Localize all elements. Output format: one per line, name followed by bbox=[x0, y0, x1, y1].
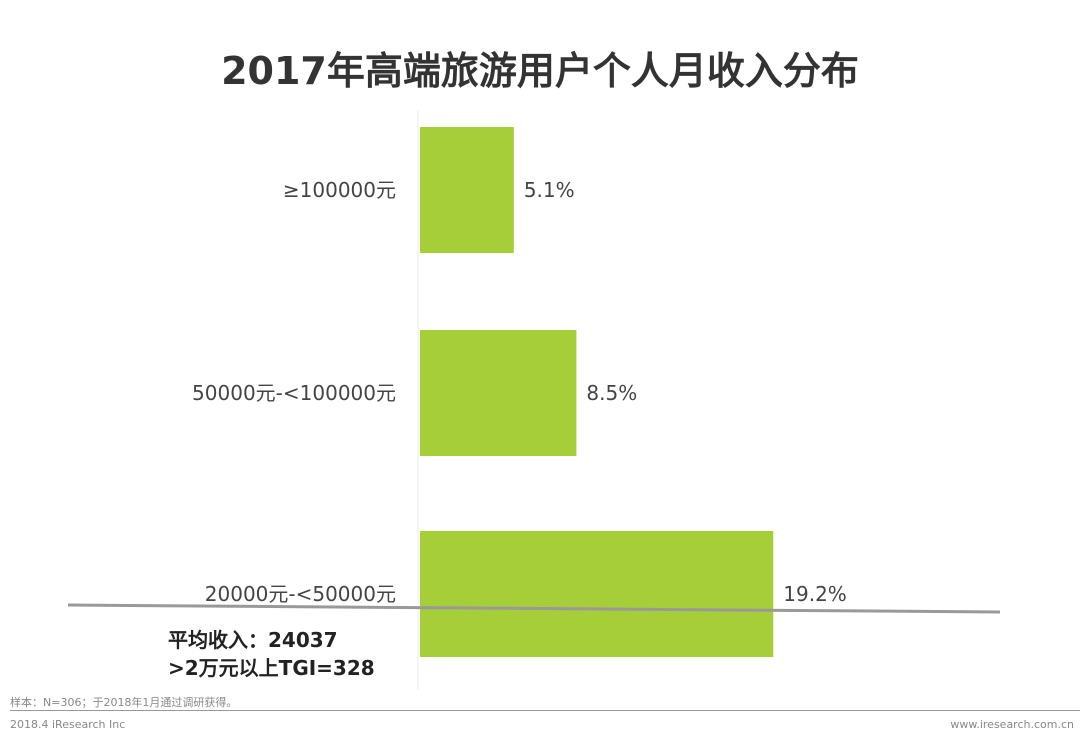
divider-line bbox=[67, 603, 1001, 614]
value-label: 5.1% bbox=[524, 178, 575, 202]
category-label: 50000元-<100000元 bbox=[192, 381, 396, 405]
sample-note: 样本：N=306；于2018年1月通过调研获得。 bbox=[10, 696, 238, 709]
chart-title: 2017年高端旅游用户个人月收入分布 bbox=[221, 49, 859, 93]
category-label: ≥100000元 bbox=[283, 178, 396, 202]
value-label: 19.2% bbox=[783, 582, 847, 606]
footer-rule bbox=[10, 710, 1080, 711]
bar-0 bbox=[420, 127, 514, 253]
bar-2 bbox=[420, 531, 774, 657]
website: www.iresearch.com.cn bbox=[950, 718, 1074, 731]
category-label: 20000元-<50000元 bbox=[205, 582, 396, 606]
bar-1 bbox=[420, 330, 577, 456]
copyright: 2018.4 iResearch Inc bbox=[10, 718, 126, 731]
avg-income-note: 平均收入：24037 bbox=[168, 628, 338, 652]
tgi-note: >2万元以上TGI=328 bbox=[168, 656, 375, 680]
value-label: 8.5% bbox=[586, 381, 637, 405]
